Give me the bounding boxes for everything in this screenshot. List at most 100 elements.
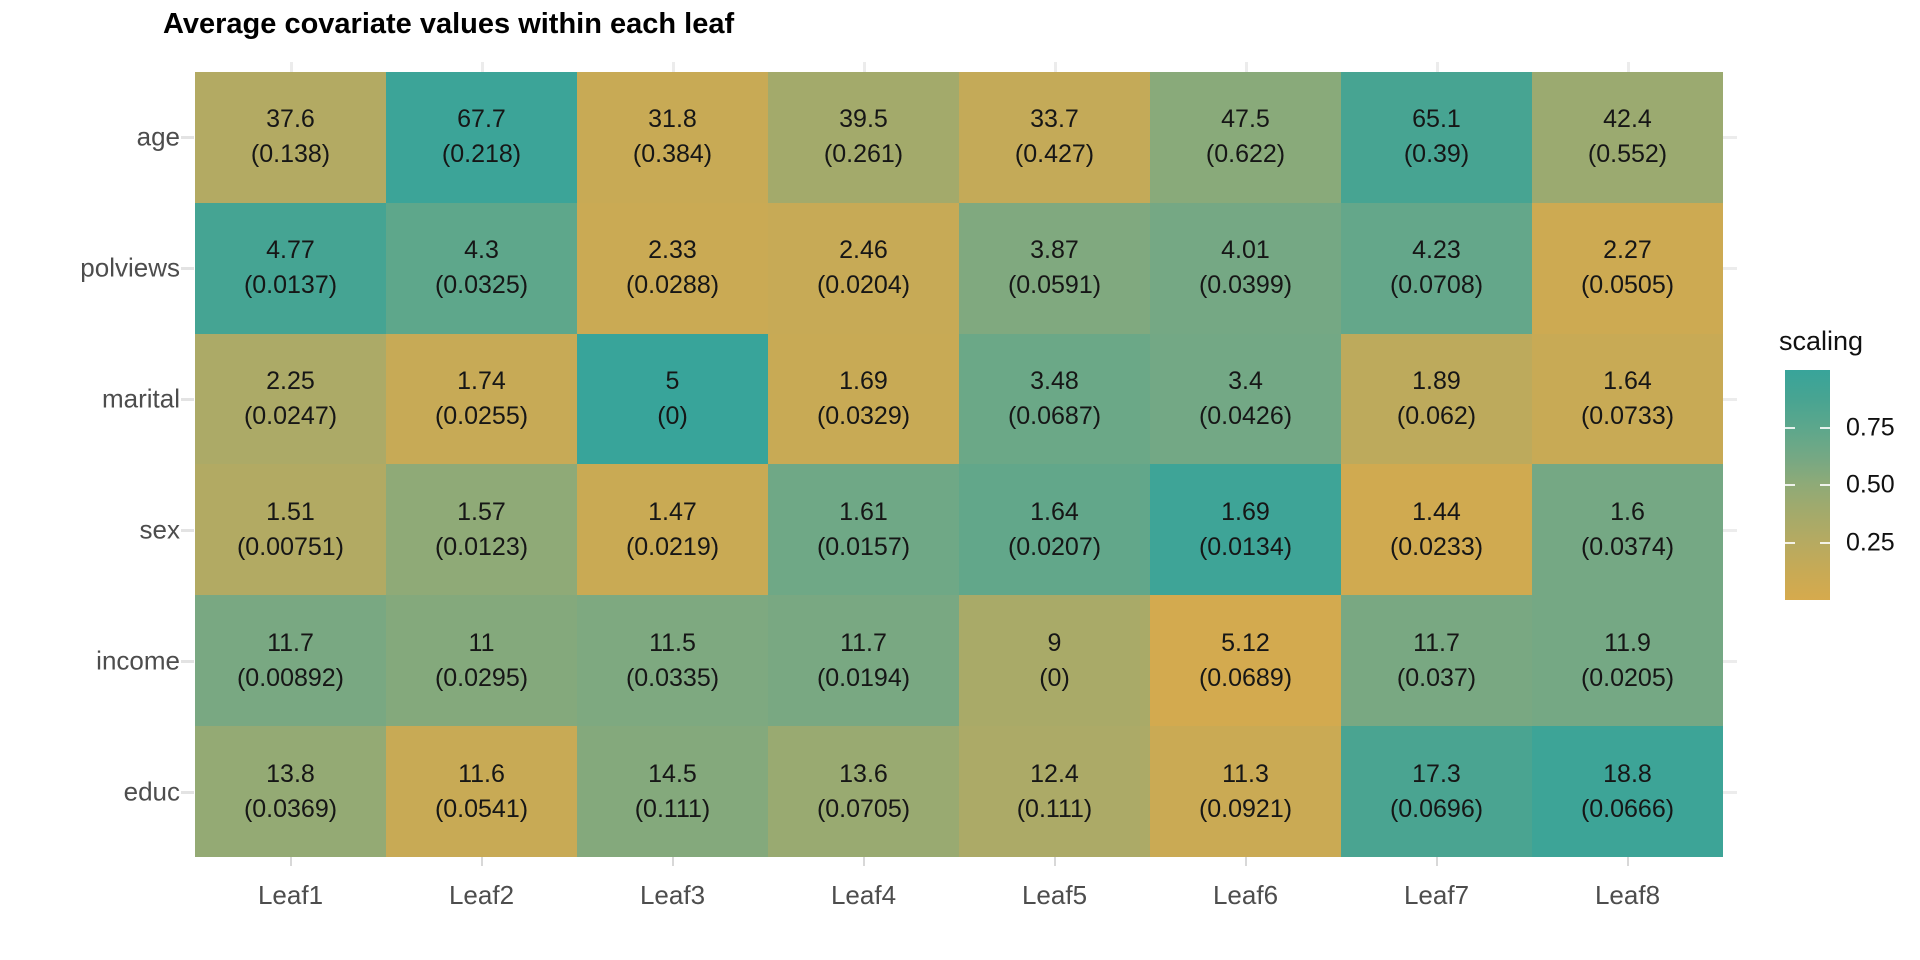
x-axis-tick (862, 857, 865, 866)
heatmap-cell: 9 (0) (959, 595, 1150, 727)
cell-standard-error: (0.0325) (434, 271, 529, 300)
cell-standard-error: (0.0696) (1389, 794, 1484, 823)
heatmap-cell: 1.64 (0.0207) (959, 464, 1150, 596)
x-axis-label: Leaf5 (1021, 880, 1088, 910)
cell-standard-error: (0.218) (441, 140, 522, 169)
cell-value: 2.25 (266, 367, 315, 396)
heatmap-cell: 11.6 (0.0541) (386, 726, 577, 857)
x-axis-tick (671, 857, 674, 866)
cell-standard-error: (0.0708) (1389, 271, 1484, 300)
heatmap-cell: 2.46 (0.0204) (768, 202, 959, 334)
heatmap-cell: 5 (0) (577, 333, 768, 465)
y-axis-label: age (136, 121, 180, 152)
x-axis-tick (1626, 857, 1629, 866)
cell-standard-error: (0.0591) (1007, 271, 1102, 300)
x-axis-label: Leaf3 (639, 880, 706, 910)
gridline-stub (1723, 790, 1737, 794)
cell-standard-error: (0.0205) (1580, 663, 1675, 692)
cell-standard-error: (0.062) (1396, 402, 1477, 431)
heatmap-cell: 1.64 (0.0733) (1532, 333, 1723, 465)
cell-standard-error: (0.0329) (816, 402, 911, 431)
cell-value: 2.33 (648, 236, 697, 265)
heatmap-cell: 1.57 (0.0123) (386, 464, 577, 596)
x-axis-label: Leaf8 (1594, 880, 1661, 910)
heatmap-cell: 11.5 (0.0335) (577, 595, 768, 727)
cell-standard-error: (0.0207) (1007, 532, 1102, 561)
cell-value: 11.6 (458, 759, 505, 788)
heatmap-cell: 13.6 (0.0705) (768, 726, 959, 857)
heatmap-cell: 31.8 (0.384) (577, 72, 768, 203)
cell-standard-error: (0.00892) (236, 663, 345, 692)
cell-standard-error: (0.0335) (625, 663, 720, 692)
legend-tick-mark (1820, 541, 1830, 544)
gridline-stub (671, 62, 675, 72)
cell-value: 11.5 (649, 628, 696, 657)
cell-value: 1.44 (1412, 497, 1461, 526)
cell-value: 14.5 (648, 759, 697, 788)
cell-standard-error: (0.0137) (243, 271, 338, 300)
cell-value: 13.6 (839, 759, 888, 788)
cell-value: 11 (468, 628, 495, 657)
heatmap-cell: 1.44 (0.0233) (1341, 464, 1532, 596)
heatmap-cell: 11 (0.0295) (386, 595, 577, 727)
chart-title: Average covariate values within each lea… (163, 8, 735, 40)
cell-value: 37.6 (266, 105, 315, 134)
x-axis-tick (1053, 857, 1056, 866)
heatmap-cell: 67.7 (0.218) (386, 72, 577, 203)
cell-standard-error: (0.111) (1016, 794, 1093, 823)
heatmap-cell: 1.74 (0.0255) (386, 333, 577, 465)
cell-standard-error: (0.0123) (434, 532, 529, 561)
cell-standard-error: (0.0295) (434, 663, 529, 692)
y-axis-label: educ (123, 776, 180, 807)
cell-standard-error: (0.0705) (816, 794, 911, 823)
x-axis-label: Leaf2 (448, 880, 515, 910)
cell-value: 5.12 (1221, 628, 1270, 657)
cell-value: 1.57 (457, 497, 506, 526)
heatmap-cell: 11.3 (0.0921) (1150, 726, 1341, 857)
gridline-stub (1723, 267, 1737, 271)
cell-standard-error: (0) (1039, 663, 1070, 692)
cell-standard-error: (0.39) (1403, 140, 1470, 169)
legend-title: scaling (1779, 326, 1864, 356)
gridline-stub (181, 659, 194, 663)
cell-value: 3.4 (1228, 367, 1263, 396)
cell-value: 1.89 (1412, 367, 1461, 396)
cell-value: 1.69 (839, 367, 888, 396)
legend-tick-mark (1785, 541, 1795, 544)
cell-standard-error: (0.261) (823, 140, 904, 169)
x-axis-tick (289, 857, 292, 866)
heatmap-cell: 47.5 (0.622) (1150, 72, 1341, 203)
gridline-stub (181, 790, 194, 794)
cell-value: 4.01 (1221, 236, 1270, 265)
cell-standard-error: (0.138) (250, 140, 331, 169)
gridline-stub (1723, 136, 1737, 140)
cell-standard-error: (0.0288) (625, 271, 720, 300)
cell-value: 2.46 (839, 236, 888, 265)
heatmap-cell: 1.89 (0.062) (1341, 333, 1532, 465)
cell-standard-error: (0.00751) (236, 532, 345, 561)
gridline-stub (289, 62, 293, 72)
cell-value: 3.48 (1030, 367, 1079, 396)
cell-value: 39.5 (839, 105, 888, 134)
cell-value: 17.3 (1412, 759, 1461, 788)
heatmap-cell: 4.23 (0.0708) (1341, 202, 1532, 334)
gridline-stub (1244, 62, 1248, 72)
heatmap-cell: 11.9 (0.0205) (1532, 595, 1723, 727)
heatmap-cell: 39.5 (0.261) (768, 72, 959, 203)
heatmap-cell: 3.48 (0.0687) (959, 333, 1150, 465)
heatmap-cell: 2.25 (0.0247) (195, 333, 386, 465)
heatmap-cell: 18.8 (0.0666) (1532, 726, 1723, 857)
cell-standard-error: (0.0233) (1389, 532, 1484, 561)
cell-standard-error: (0.111) (634, 794, 711, 823)
gridline-stub (1723, 659, 1737, 663)
cell-value: 11.7 (1413, 628, 1460, 657)
cell-value: 11.3 (1222, 759, 1269, 788)
cell-value: 42.4 (1603, 105, 1652, 134)
heatmap-cell: 42.4 (0.552) (1532, 72, 1723, 203)
cell-standard-error: (0.0255) (434, 402, 529, 431)
heatmap-cell: 2.33 (0.0288) (577, 202, 768, 334)
heatmap-cell: 13.8 (0.0369) (195, 726, 386, 857)
gridline-stub (181, 528, 194, 532)
cell-standard-error: (0.552) (1587, 140, 1668, 169)
cell-standard-error: (0.0219) (625, 532, 720, 561)
